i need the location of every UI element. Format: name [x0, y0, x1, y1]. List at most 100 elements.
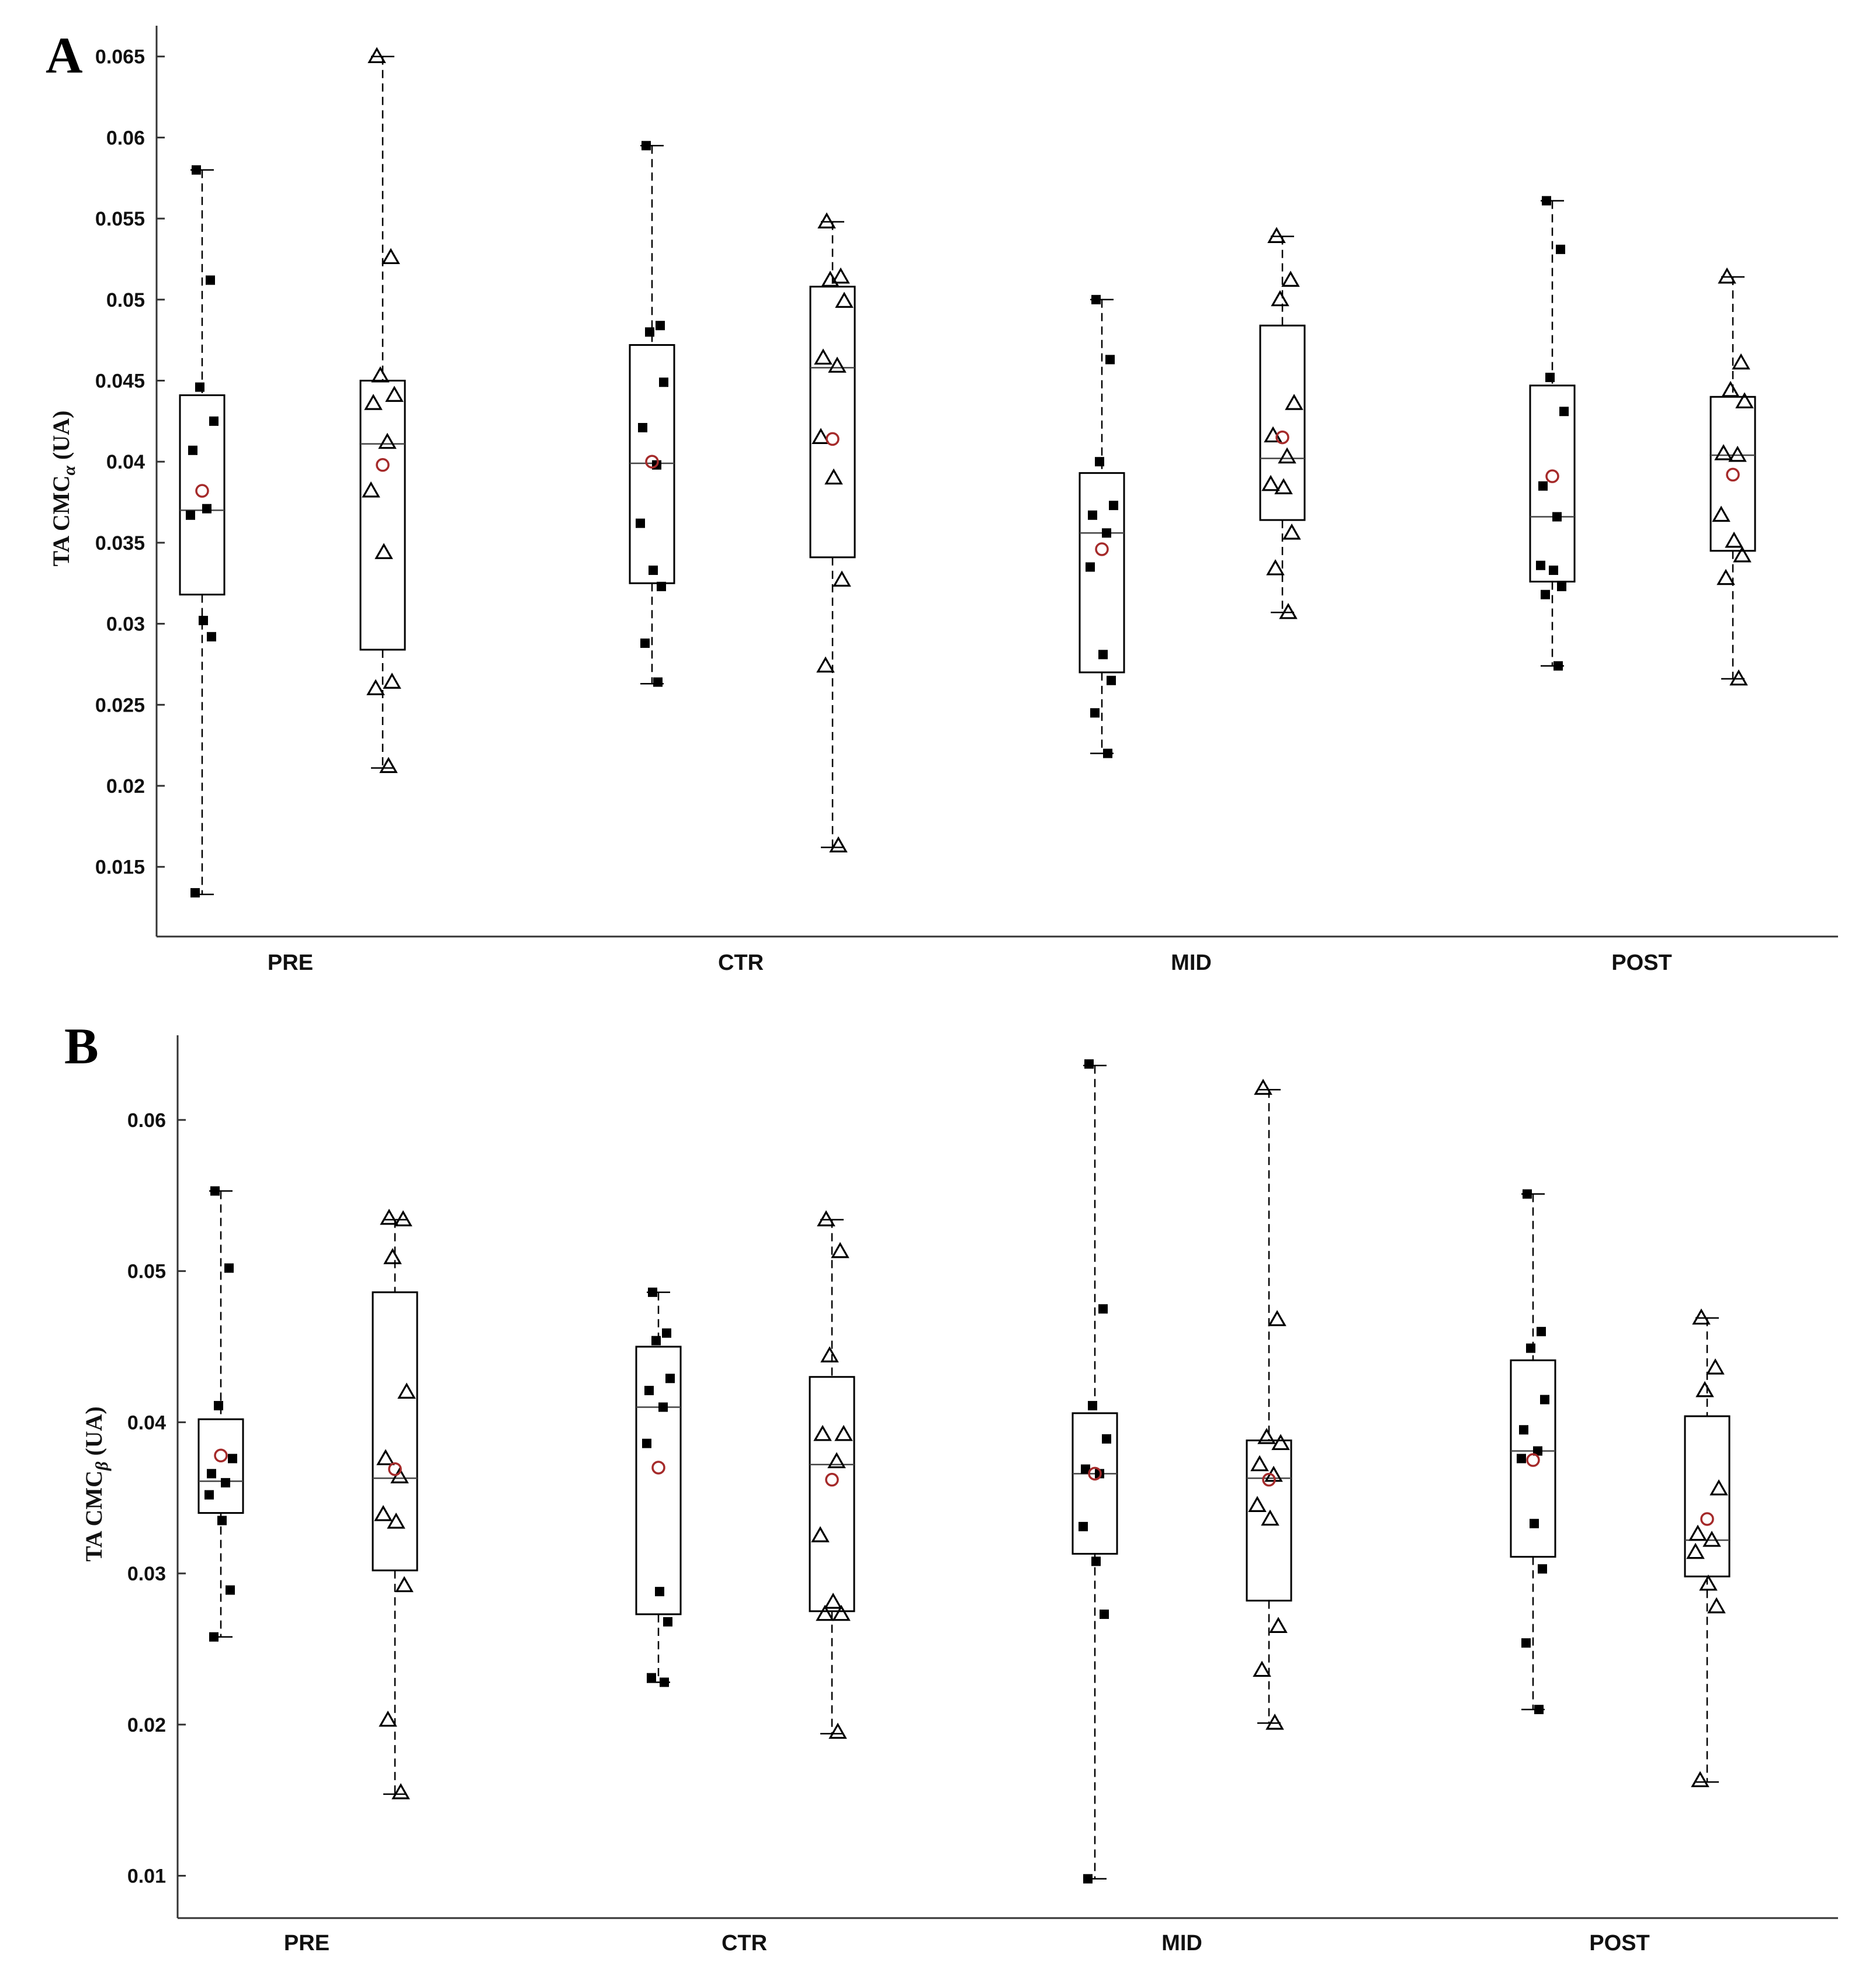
data-point-triangle — [1691, 1771, 1709, 1787]
data-point-square — [226, 1585, 235, 1595]
y-tick-label: 0.06 — [106, 127, 145, 149]
data-point-square — [1530, 1518, 1539, 1528]
data-point-triangle — [817, 1210, 835, 1227]
data-point-square — [649, 566, 658, 575]
box-group-post-triangles — [1684, 1308, 1731, 1787]
data-point-square — [647, 1673, 656, 1683]
mean-marker — [214, 1448, 228, 1463]
data-point-square — [188, 445, 197, 455]
data-point-square — [1088, 510, 1097, 520]
data-point-square — [190, 888, 200, 898]
mean-marker — [1095, 542, 1109, 556]
data-point-triangle — [824, 1593, 842, 1609]
box-group-mid-squares — [1071, 1059, 1118, 1884]
box-iqr — [1684, 1415, 1731, 1577]
mean-marker — [1088, 1466, 1102, 1481]
mean-marker — [376, 458, 390, 472]
mean-marker — [1262, 1472, 1276, 1487]
box-iqr — [372, 1291, 418, 1572]
y-axis-label-prefix: TA CMC — [81, 1471, 107, 1562]
data-point-triangle — [817, 212, 836, 229]
mean-marker — [1726, 467, 1740, 482]
panel-b: B TA CMCβ (UA) 0.01 0.02 0.03 0.04 0.05 0.06 PRE… — [64, 1018, 1838, 1955]
data-point-square — [1083, 1874, 1093, 1884]
y-axis-label-subscript: β — [92, 1461, 112, 1471]
data-point-triangle — [1688, 1524, 1707, 1541]
data-point-square — [1541, 590, 1550, 599]
data-point-triangle — [1717, 568, 1735, 585]
data-point-square — [1102, 1434, 1111, 1444]
data-point-triangle — [813, 1424, 832, 1441]
data-point-triangle — [835, 292, 854, 308]
data-point-triangle — [828, 356, 847, 373]
data-point-triangle — [380, 1208, 398, 1225]
data-point-square — [1549, 566, 1558, 575]
data-point-triangle — [1712, 505, 1731, 522]
data-point-square — [204, 1490, 214, 1500]
box-group-post-squares — [1529, 196, 1576, 671]
data-point-square — [1545, 372, 1555, 382]
data-point-triangle — [397, 1382, 416, 1399]
data-point-triangle — [1728, 445, 1747, 462]
data-point-triangle — [1707, 1597, 1726, 1614]
data-point-triangle — [379, 757, 398, 774]
data-point-square — [217, 1516, 227, 1525]
box-group-post-squares — [1510, 1189, 1556, 1714]
data-point-square — [1107, 675, 1116, 685]
data-point-triangle — [1274, 478, 1293, 494]
data-point-square — [1534, 1704, 1544, 1714]
data-point-square — [1556, 244, 1565, 254]
data-point-square — [1095, 457, 1104, 467]
box-group-ctr-triangles — [809, 1210, 855, 1739]
data-point-triangle — [376, 1449, 395, 1465]
data-point-square — [195, 382, 204, 392]
box-iqr — [197, 1418, 244, 1514]
x-category-label: POST — [1589, 1931, 1649, 1955]
data-point-triangle — [1285, 394, 1303, 410]
y-tick-label: 0.03 — [106, 613, 145, 636]
data-point-triangle — [1268, 1310, 1287, 1326]
data-point-square — [1079, 1521, 1088, 1531]
box-iqr — [1079, 472, 1125, 674]
data-point-triangle — [1267, 227, 1286, 243]
box-iqr — [1259, 324, 1306, 521]
data-point-triangle — [1266, 559, 1285, 575]
data-point-triangle — [383, 672, 401, 689]
data-point-square — [1081, 1464, 1090, 1474]
data-point-square — [656, 321, 665, 331]
data-point-square — [207, 1469, 216, 1479]
data-point-triangle — [1692, 1308, 1711, 1325]
data-point-triangle — [1699, 1574, 1718, 1591]
mean-marker — [826, 432, 840, 446]
box-group-pre-triangles — [359, 47, 406, 774]
y-tick-label: 0.025 — [95, 694, 145, 716]
data-point-square — [1521, 1638, 1531, 1648]
data-point-square — [653, 677, 663, 687]
data-point-square — [186, 510, 195, 520]
data-point-square — [641, 141, 651, 151]
data-point-triangle — [383, 1248, 402, 1264]
data-point-square — [1553, 661, 1563, 671]
data-point-triangle — [378, 432, 397, 449]
data-point-triangle — [1282, 523, 1301, 540]
y-tick-label: 0.04 — [106, 451, 145, 473]
data-point-square — [1105, 355, 1115, 365]
data-point-square — [1095, 1469, 1104, 1479]
data-point-triangle — [833, 570, 851, 587]
data-point-square — [1084, 1059, 1094, 1069]
data-point-triangle — [385, 386, 404, 402]
data-point-triangle — [1733, 546, 1752, 563]
data-point-square — [1098, 1304, 1108, 1314]
data-point-triangle — [362, 481, 380, 498]
data-point-triangle — [1250, 1455, 1269, 1472]
y-axis-label: TA CMCβ (UA) — [81, 1406, 112, 1562]
data-point-square — [658, 1402, 668, 1412]
data-point-triangle — [834, 1424, 853, 1441]
data-point-square — [1102, 528, 1111, 538]
box-iqr — [1510, 1359, 1556, 1558]
data-point-triangle — [1248, 1496, 1267, 1513]
data-point-triangle — [1278, 447, 1296, 464]
data-point-square — [657, 581, 666, 591]
box-iqr — [1529, 384, 1576, 582]
box-group-pre-squares — [179, 165, 226, 898]
